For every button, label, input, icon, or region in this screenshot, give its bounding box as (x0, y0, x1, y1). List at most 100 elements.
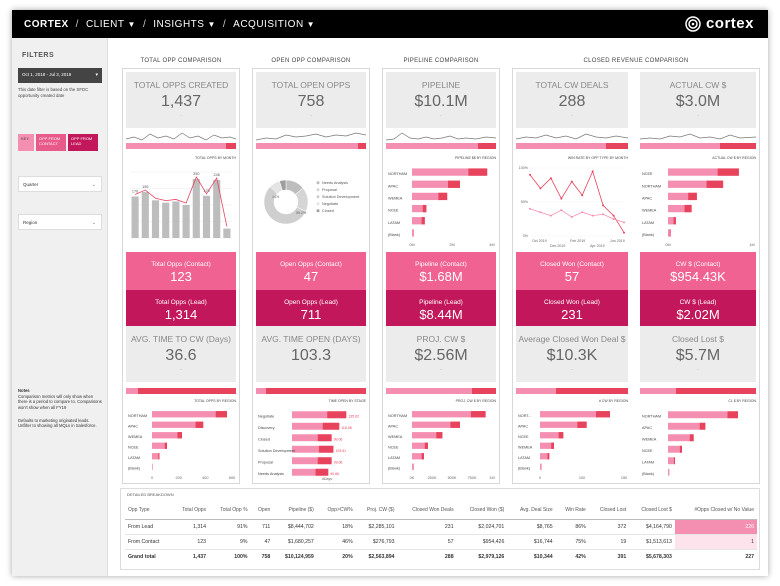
nav-insights[interactable]: INSIGHTS ▼ (153, 19, 216, 30)
tick-label: Feb 2019 (570, 239, 585, 243)
cell: 391 (617, 553, 627, 560)
bar (131, 196, 139, 238)
data-label: 103.51 (335, 449, 346, 453)
table-header-row: Opp Type Total Opps Total Opp % Open Pip… (125, 501, 757, 520)
category-label: LATAM (642, 221, 654, 225)
series-line (529, 208, 625, 223)
col-box-pipeline (382, 68, 500, 484)
kpi-delta: - (440, 113, 442, 119)
category-label: APAC (128, 424, 138, 428)
bar (223, 228, 231, 238)
cell: 9% (209, 534, 251, 550)
split-bar (516, 143, 628, 149)
category-label: WEMEA (642, 209, 657, 213)
card-closed-won-contact: Closed Won (Contact) 57 (516, 252, 628, 290)
kpi-label: PIPELINE (421, 80, 461, 90)
quarter-select[interactable]: Quarter ⌄ (18, 176, 102, 192)
key-lead: OPP FROM LEAD (68, 134, 98, 151)
bar-segment (327, 411, 347, 419)
chart-pipeline-by-region: NORTHAM APAC WEMEA NCEE LATAM (Blank) 0M 2M 4M (388, 168, 495, 247)
tick-label: 1M (749, 243, 754, 247)
col-header[interactable]: Opp>CW% (316, 501, 356, 520)
cell: 288 (444, 553, 454, 560)
bar (152, 442, 167, 449)
data-point (570, 180, 573, 183)
bar (412, 180, 460, 188)
nav-client[interactable]: CLIENT ▼ (86, 19, 136, 30)
date-filter-dropdown[interactable]: Oct 1, 2018 - Jul 3, 2019 ▾ (18, 68, 102, 83)
legend-dot (316, 202, 320, 206)
bar (668, 457, 675, 465)
bar-segment (421, 453, 424, 460)
bar (668, 204, 692, 213)
cell: 226 (674, 519, 757, 535)
col-header[interactable]: Open (250, 501, 274, 520)
legend-dot (316, 195, 320, 199)
legend-label: Needs Analysis (322, 181, 348, 185)
cell: $2,979,126 (478, 553, 505, 560)
bar-segment (158, 453, 160, 460)
bar (412, 453, 424, 460)
cell: From Contact (125, 534, 172, 550)
bar (292, 468, 329, 476)
card-value: $2.02M (676, 307, 720, 322)
col-header[interactable]: Closed Won Deals (397, 501, 457, 520)
kpi-delta: - (310, 113, 312, 119)
category-label: APAC (642, 426, 652, 430)
card-value: 1,314 (164, 307, 198, 322)
brand-link[interactable]: CORTEX (24, 18, 69, 30)
card-value: 231 (561, 307, 583, 322)
data-point (602, 213, 605, 216)
col-header[interactable]: Win Rate (555, 501, 589, 520)
caret-down-icon: ▼ (127, 19, 136, 29)
tick-label: 50% (521, 200, 529, 204)
kpi-delta: - (180, 367, 182, 373)
col-header[interactable]: Pipeline ($) (273, 501, 317, 520)
category-label: NCEE (388, 209, 399, 213)
region-select[interactable]: Region ⌄ (18, 214, 102, 230)
split-bar-contact (358, 143, 366, 149)
chart-cl-by-region: NORTHAM APAC WEMEA NCEE LATAM (Blank) (642, 411, 738, 476)
cell: 758 (261, 553, 271, 560)
bar (152, 411, 227, 418)
category-label: Needs Analysis (258, 472, 284, 476)
tick-label: 0% (523, 234, 529, 238)
col-header[interactable]: Proj. CW ($) (355, 501, 398, 520)
col-header[interactable]: Opp Type (125, 501, 172, 520)
data-label: 246 (214, 173, 220, 177)
breakdown-table: Opp Type Total Opps Total Opp % Open Pip… (125, 501, 757, 564)
data-point (560, 209, 563, 212)
col-header[interactable]: Closed Lost $ (629, 501, 675, 520)
bar (668, 434, 694, 442)
col-header[interactable]: Avg. Deal Size (507, 501, 556, 520)
col-header[interactable]: Total Opps (171, 501, 210, 520)
kpi-value: $5.7M (675, 347, 721, 364)
data-point (560, 197, 563, 200)
category-label: LATAM (518, 456, 530, 460)
kpi-value: 36.6 (165, 347, 197, 364)
kpi-delta: - (180, 113, 182, 119)
data-point (539, 211, 542, 214)
chevron-down-icon: ⌄ (91, 182, 96, 188)
nav-separator: / (75, 18, 79, 30)
card-label: Open Opps (Lead) (284, 299, 338, 306)
data-label: 176 (132, 190, 138, 194)
col-header[interactable]: Total Opp % (209, 501, 251, 520)
tick-label: Oct 2019 (532, 239, 547, 243)
series-line (529, 170, 625, 233)
kpi-delta: - (571, 113, 573, 119)
nav-acquisition[interactable]: ACQUISITION ▼ (233, 19, 315, 30)
category-label: (Blank) (128, 466, 141, 470)
col-header[interactable]: Closed Won ($) (456, 501, 508, 520)
kpi-label: TOTAL OPEN OPPS (271, 80, 351, 90)
chart-proj-cw-by-region: NORTHAM APAC WEMEA NCEE LATAM (Blank) 0K 250K 50… (388, 411, 495, 480)
cell: $276,793 (355, 534, 398, 550)
col-header[interactable]: #Opps Closed w/ No Value (674, 501, 757, 520)
data-label: 99.08 (334, 461, 343, 465)
bar (192, 179, 200, 238)
bar-segment (596, 411, 610, 418)
bar (540, 421, 587, 428)
bar-segment (448, 180, 460, 188)
col-header[interactable]: Closed Lost (588, 501, 630, 520)
cell: 372 (588, 519, 630, 535)
